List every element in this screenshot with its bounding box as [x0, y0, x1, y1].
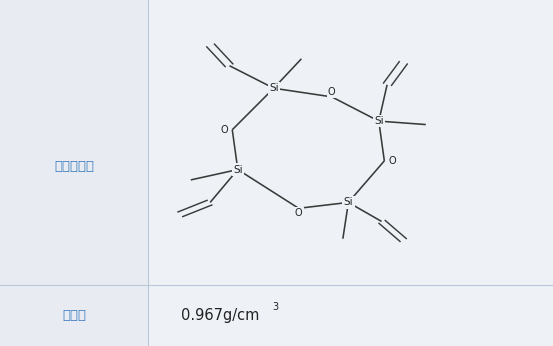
- Text: O: O: [328, 87, 336, 97]
- Text: Si: Si: [233, 165, 243, 174]
- Text: O: O: [295, 209, 302, 218]
- Text: O: O: [389, 156, 397, 166]
- FancyBboxPatch shape: [0, 0, 148, 346]
- Text: Si: Si: [343, 198, 353, 207]
- Text: 3: 3: [273, 302, 279, 312]
- Text: Si: Si: [269, 83, 279, 93]
- Text: O: O: [220, 125, 228, 135]
- Text: 0.967g/cm: 0.967g/cm: [181, 308, 260, 323]
- Text: 分子结构：: 分子结构：: [54, 160, 94, 173]
- Text: 密度：: 密度：: [62, 309, 86, 322]
- Text: Si: Si: [374, 116, 384, 126]
